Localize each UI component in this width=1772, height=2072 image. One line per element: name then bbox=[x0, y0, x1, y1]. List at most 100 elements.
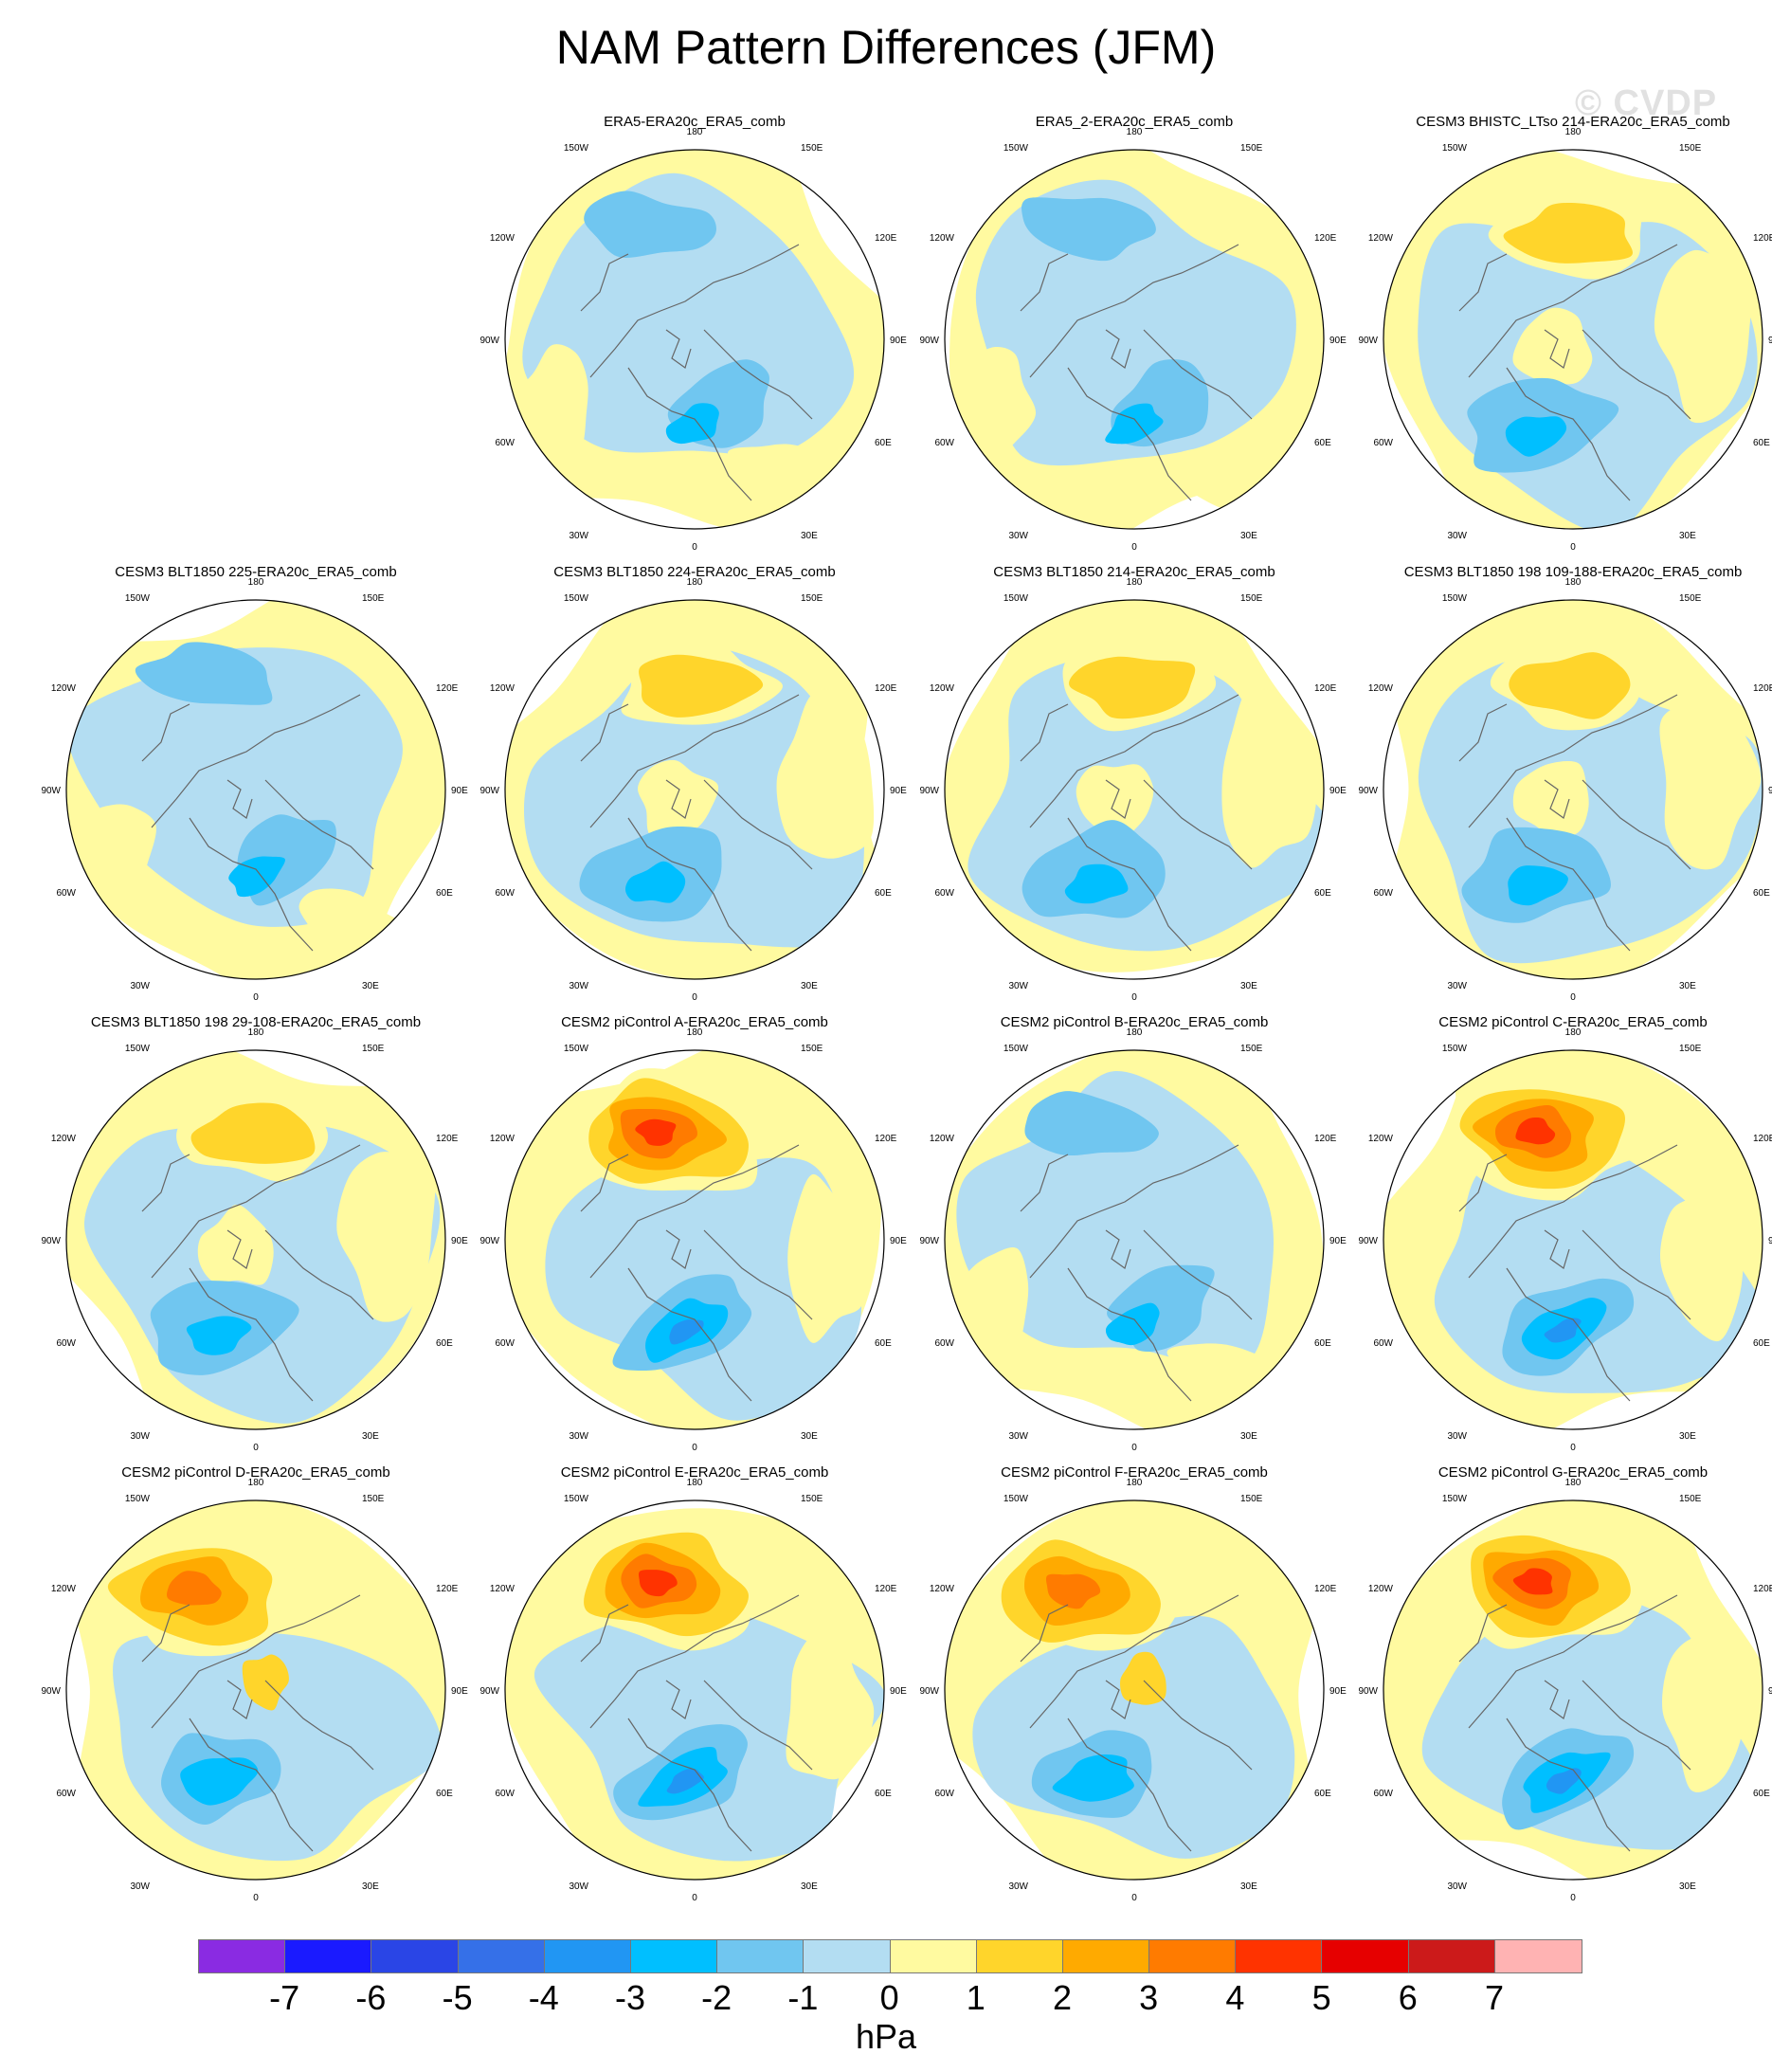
longitude-label: 90E bbox=[1768, 1686, 1772, 1697]
coastline bbox=[665, 1229, 692, 1269]
longitude-label: 0 bbox=[253, 1893, 259, 1903]
contour-region bbox=[1505, 416, 1567, 457]
longitude-label: 120W bbox=[1368, 233, 1394, 244]
longitude-label: 60E bbox=[1314, 1789, 1331, 1799]
longitude-label: 120E bbox=[436, 683, 459, 694]
panel-title: CESM2 piControl G-ERA20c_ERA5_comb bbox=[1437, 1464, 1709, 1481]
coastline bbox=[1105, 779, 1131, 819]
longitude-label: 0 bbox=[1570, 1893, 1576, 1903]
coastline bbox=[703, 779, 813, 870]
coastline bbox=[1544, 1680, 1570, 1719]
map-panel: CESM3 BLT1850 224-ERA20c_ERA5_comb 180 150… bbox=[479, 564, 907, 1003]
polar-map: 180 150W 150E 120W 120E 90W 90E 60W 60E 30W 30E 0 bbox=[479, 1478, 907, 1903]
longitude-label: 60E bbox=[436, 1789, 453, 1799]
watermark: © CVDP bbox=[1575, 83, 1718, 123]
longitude-label: 150W bbox=[125, 1044, 151, 1054]
coastline bbox=[1029, 244, 1239, 378]
longitude-label: 30W bbox=[569, 981, 588, 991]
coastline bbox=[1020, 703, 1069, 762]
polar-map: 180 150W 150E 120W 120E 90W 90E 60W 60E 30W 30E 0 bbox=[919, 577, 1347, 1003]
longitude-label: 30E bbox=[1240, 531, 1257, 541]
longitude-label: 90E bbox=[890, 786, 907, 796]
coastline bbox=[1143, 779, 1253, 870]
colorbar-box bbox=[804, 1940, 891, 1972]
longitude-label: 0 bbox=[253, 1443, 259, 1453]
coastline bbox=[1544, 779, 1570, 819]
longitude-label: 90W bbox=[1358, 1236, 1378, 1246]
contour-region bbox=[1512, 1568, 1553, 1595]
colorbar-tick-label: -6 bbox=[355, 1978, 387, 2017]
coastline bbox=[1020, 1604, 1069, 1663]
map-boundary bbox=[944, 149, 1325, 530]
longitude-label: 60W bbox=[1373, 888, 1393, 899]
contour-region bbox=[1660, 1182, 1745, 1342]
longitude-label: 90E bbox=[1329, 1686, 1347, 1697]
longitude-label: 30E bbox=[1679, 981, 1696, 991]
polar-map: 180 150W 150E 120W 120E 90W 90E 60W 60E 30W 30E 0 bbox=[479, 127, 907, 553]
longitude-label: 0 bbox=[1131, 1893, 1137, 1903]
map-boundary bbox=[1383, 1049, 1763, 1430]
contour-region bbox=[1022, 197, 1156, 262]
coastline bbox=[1105, 1229, 1131, 1269]
longitude-label: 90E bbox=[1329, 786, 1347, 796]
coastline bbox=[151, 1144, 361, 1279]
longitude-label: 60E bbox=[436, 1338, 453, 1349]
coastline bbox=[1458, 1154, 1508, 1212]
longitude-label: 90E bbox=[451, 1686, 468, 1697]
coastline bbox=[151, 1594, 361, 1729]
contour-region bbox=[666, 1769, 704, 1794]
longitude-label: 0 bbox=[1570, 1443, 1576, 1453]
longitude-label: 60E bbox=[1753, 888, 1770, 899]
longitude-label: 30E bbox=[362, 981, 379, 991]
longitude-label: 60W bbox=[56, 1789, 76, 1799]
longitude-label: 0 bbox=[1131, 1443, 1137, 1453]
longitude-label: 180 bbox=[1565, 577, 1582, 588]
longitude-label: 60W bbox=[495, 1338, 515, 1349]
longitude-label: 0 bbox=[692, 1893, 697, 1903]
colorbar-tick-label: -2 bbox=[701, 1978, 732, 2017]
longitude-label: 30E bbox=[1679, 531, 1696, 541]
longitude-label: 180 bbox=[1127, 127, 1143, 137]
coastline bbox=[1105, 329, 1131, 369]
map-panel: CESM2 piControl B-ERA20c_ERA5_comb 180 150… bbox=[919, 1014, 1347, 1453]
longitude-label: 30W bbox=[130, 1881, 150, 1892]
longitude-label: 60W bbox=[495, 1789, 515, 1799]
longitude-label: 150E bbox=[801, 1494, 823, 1504]
coastline bbox=[141, 1154, 190, 1212]
longitude-label: 120W bbox=[930, 1584, 955, 1594]
longitude-label: 150W bbox=[1004, 1494, 1029, 1504]
longitude-label: 60E bbox=[875, 438, 892, 448]
longitude-label: 150W bbox=[1442, 1494, 1468, 1504]
coastline bbox=[1067, 367, 1192, 501]
longitude-label: 60W bbox=[934, 1338, 954, 1349]
coastline bbox=[1067, 817, 1192, 952]
longitude-label: 150E bbox=[1240, 1044, 1263, 1054]
contour-region bbox=[1509, 652, 1631, 719]
coastline bbox=[703, 1229, 813, 1320]
coastline bbox=[580, 703, 629, 762]
map-boundary bbox=[1383, 599, 1763, 980]
longitude-label: 120E bbox=[1314, 233, 1337, 244]
colorbar-tick-labels: -7 -6 -5 -4 -3 -2 -1 0 1 2 3 4 5 6 7 bbox=[0, 1979, 1772, 2017]
longitude-label: 150W bbox=[1004, 593, 1029, 604]
longitude-label: 120W bbox=[930, 1134, 955, 1144]
polar-map: 180 150W 150E 120W 120E 90W 90E 60W 60E 30W 30E 0 bbox=[919, 127, 1347, 553]
longitude-label: 60E bbox=[1753, 1789, 1770, 1799]
longitude-label: 120E bbox=[1753, 233, 1772, 244]
longitude-label: 30E bbox=[362, 1881, 379, 1892]
colorbar-tick-label: -3 bbox=[614, 1978, 645, 2017]
coastline bbox=[1029, 1594, 1239, 1729]
coastline bbox=[1468, 1144, 1678, 1279]
coastline bbox=[141, 1604, 190, 1663]
contour-region bbox=[1512, 760, 1589, 839]
coastline bbox=[665, 779, 692, 819]
longitude-label: 90W bbox=[919, 336, 939, 346]
longitude-label: 90E bbox=[451, 786, 468, 796]
coastline bbox=[589, 1594, 800, 1729]
longitude-label: 90E bbox=[890, 336, 907, 346]
longitude-label: 90E bbox=[890, 1236, 907, 1246]
coastline bbox=[151, 694, 361, 828]
coastline bbox=[1582, 779, 1691, 870]
map-panel: CESM2 piControl E-ERA20c_ERA5_comb 180 150… bbox=[479, 1464, 907, 1903]
longitude-label: 120W bbox=[1368, 1134, 1394, 1144]
